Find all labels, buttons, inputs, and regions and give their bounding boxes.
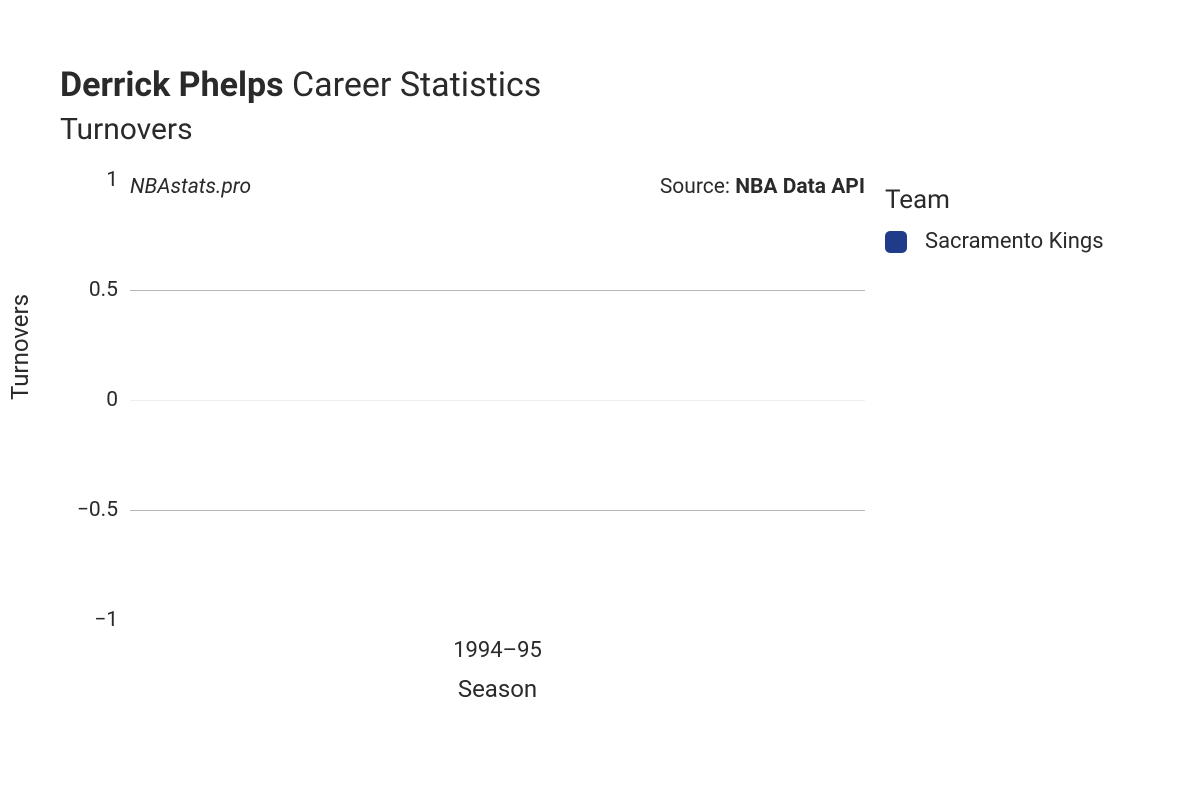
chart-title-block: Derrick Phelps Career Statistics Turnove… [60, 65, 541, 147]
y-tick-label: 1 [106, 168, 118, 192]
y-tick-label: 0 [106, 388, 118, 412]
chart-title: Derrick Phelps Career Statistics [60, 65, 541, 106]
x-tick-label: 1994–95 [453, 638, 542, 663]
legend-swatch [885, 231, 907, 253]
y-tick-label: 0.5 [89, 278, 118, 302]
y-axis-title: Turnovers [6, 294, 34, 400]
legend-item: Sacramento Kings [885, 229, 1104, 254]
chart-title-rest: Career Statistics [284, 65, 542, 105]
y-tick-label: −1 [94, 608, 118, 632]
gridline [130, 290, 865, 291]
x-axis-title: Season [458, 675, 537, 703]
legend-title: Team [885, 185, 1104, 215]
legend-item-label: Sacramento Kings [925, 229, 1104, 254]
source-prefix: Source: [660, 175, 735, 199]
chart-subtitle: Turnovers [60, 112, 541, 147]
source-attribution: Source: NBA Data API [660, 175, 865, 199]
y-tick-label: −0.5 [77, 498, 118, 522]
gridline [130, 400, 865, 401]
watermark-text: NBAstats.pro [130, 175, 251, 199]
legend: Team Sacramento Kings [885, 185, 1104, 254]
chart-title-player: Derrick Phelps [60, 65, 284, 105]
gridline [130, 510, 865, 511]
source-name: NBA Data API [735, 175, 865, 199]
plot-area: NBAstats.pro Source: NBA Data API 1 0.5 … [130, 180, 865, 620]
